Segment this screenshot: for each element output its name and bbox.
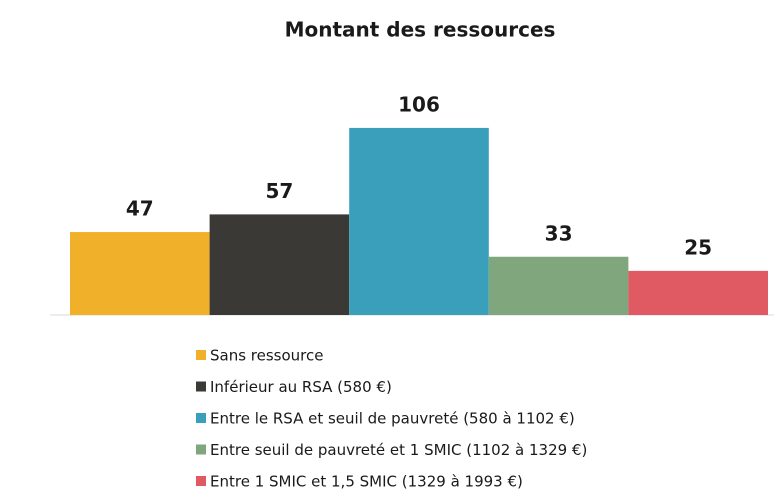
legend-label: Sans ressource [210,347,324,365]
value-label: 33 [545,221,573,245]
legend-swatch [196,476,206,486]
bar [70,232,210,315]
value-label: 57 [265,179,293,203]
bar [488,256,629,315]
chart-title: Montant des ressources [285,18,556,42]
legend-label: Entre le RSA et seuil de pauvreté (580 à… [210,410,575,428]
legend-label: Inférieur au RSA (580 €) [210,378,392,396]
bar [209,214,350,315]
legend-swatch [196,444,206,455]
bar [349,127,489,315]
bar [628,270,768,315]
legend-label: Entre 1 SMIC et 1,5 SMIC (1329 à 1993 €) [210,473,523,491]
value-label: 106 [398,92,440,116]
legend-swatch [196,413,206,423]
value-label: 47 [126,197,154,221]
legend-label: Entre seuil de pauvreté et 1 SMIC (1102 … [210,441,587,459]
legend-swatch [196,350,206,360]
legend-swatch [196,381,206,392]
value-label: 25 [684,235,712,259]
